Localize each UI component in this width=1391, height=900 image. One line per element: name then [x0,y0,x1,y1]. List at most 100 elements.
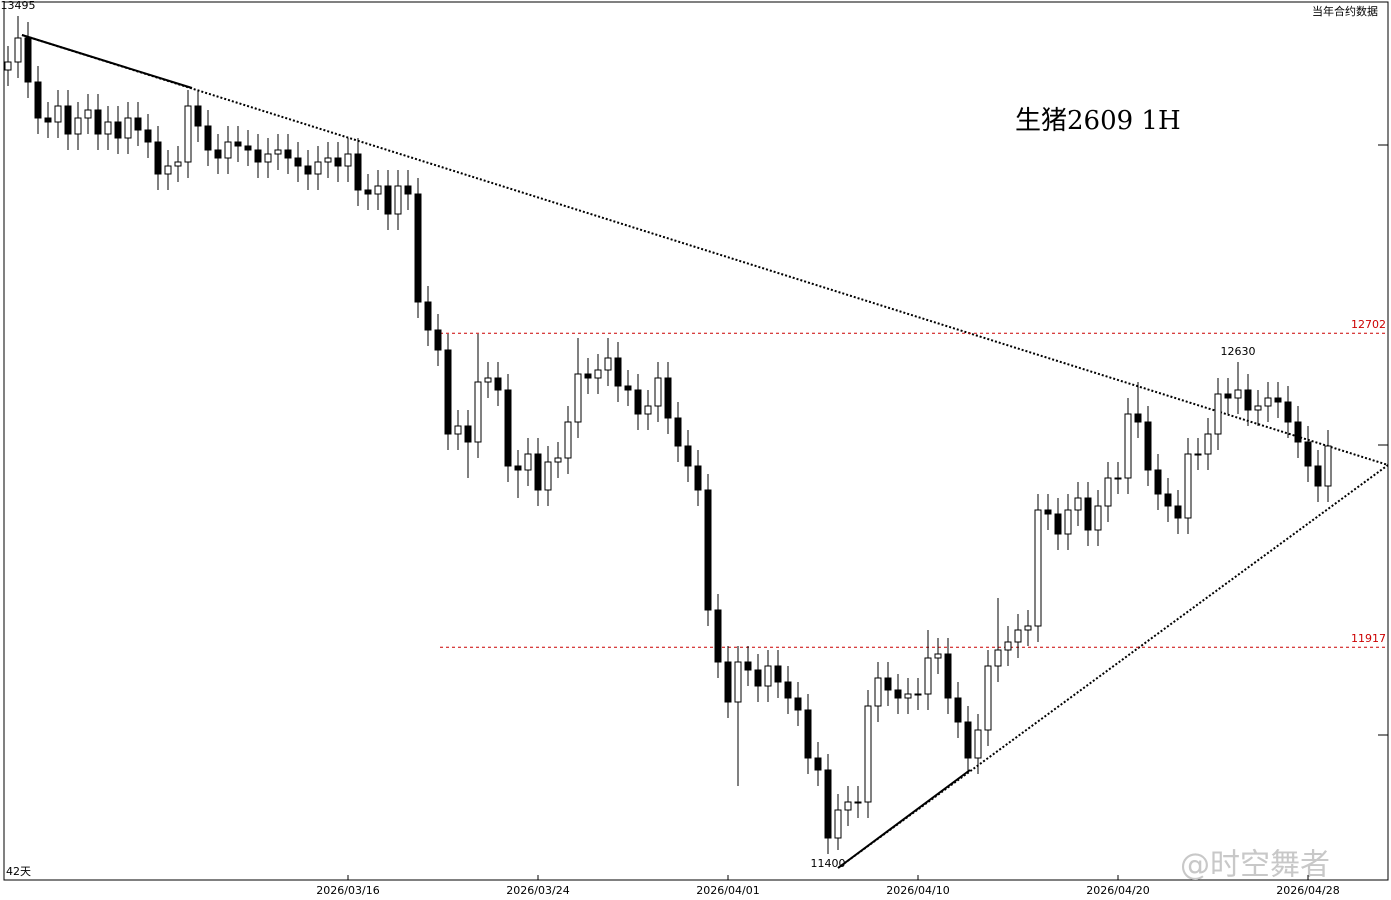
candle-body [854,801,862,804]
candle-body [244,145,252,151]
candle-body [654,377,662,407]
candle-body [384,185,392,215]
candle-body [844,801,852,811]
candle-body [914,693,922,696]
candle-body [1164,493,1172,507]
candle-body [1034,509,1042,627]
candle-body [754,669,762,687]
candle-body [944,653,952,699]
candle-body [634,389,642,415]
candle-body [684,445,692,467]
candle-body [874,677,882,707]
candle-body [704,489,712,611]
candle-body [284,149,292,159]
candle-body [964,721,972,759]
price-annotation: 12630 [1221,345,1256,358]
period-text: 42天 [6,865,31,878]
reference-label: 11917 [1351,632,1386,645]
candle-body [164,165,172,175]
candle-body [574,373,582,423]
reference-label: 12702 [1351,318,1386,331]
candle-body [464,425,472,443]
chart-title: 生猪2609 1H [1015,106,1181,136]
candle-body [1144,421,1152,471]
candle-body [1054,513,1062,535]
candle-body [744,661,752,671]
candle-body [154,141,162,175]
candle-body [774,665,782,683]
price-annotation: 13495 [1,0,36,12]
candle-body [1024,625,1032,631]
candle-body [794,697,802,711]
candle-body [44,117,52,123]
candle-body [1094,505,1102,531]
candle-body [1084,497,1092,531]
candle-body [334,157,342,167]
candle-body [1124,413,1132,479]
candle-body [734,661,742,703]
candle-body [814,757,822,771]
trend-line-lower-solid [837,769,971,869]
candle-body [694,465,702,491]
candle-body [4,61,12,71]
candle-body [234,141,242,147]
candle-body [294,157,302,167]
candle-body [1294,421,1302,443]
candle-body [934,653,942,659]
candle-body [1104,477,1112,507]
candle-body [824,769,832,839]
candle-body [884,677,892,691]
candle-body [94,109,102,135]
candle-body [174,161,182,167]
x-tick-label: 2026/03/24 [506,884,569,897]
candle-body [114,121,122,139]
candle-body [134,117,142,131]
candle-body [444,349,452,435]
candle-body [1304,441,1312,467]
candle-body [564,421,572,459]
trend-line-upper-solid [21,34,193,89]
candle-body [364,189,372,195]
candle-body [214,149,222,159]
candle-body [674,417,682,447]
candle-body [1244,389,1252,411]
candle-body [1214,393,1222,435]
candle-body [804,709,812,759]
candle-body [1234,389,1242,399]
trend-line-upper [21,34,1389,466]
candle-body [414,193,422,303]
candle-body [1264,397,1272,407]
x-tick-label: 2026/03/16 [316,884,379,897]
candle-body [144,129,152,143]
candle-body [54,105,62,123]
candle-body [1194,453,1202,456]
candle-body [184,105,192,163]
candle-body [104,121,112,135]
candle-body [904,693,912,699]
candle-body [1064,509,1072,535]
candle-body [594,369,602,379]
candle-body [1074,497,1082,511]
candle-body [954,697,962,723]
candle-body [254,149,262,163]
candle-body [14,37,22,63]
x-tick-label: 2026/04/01 [696,884,759,897]
candle-body [84,109,92,119]
candle-body [784,681,792,699]
candle-body [644,405,652,415]
candle-body [504,389,512,467]
candle-body [984,665,992,731]
candle-body [1204,433,1212,455]
candle-body [664,377,672,419]
candle-body [424,301,432,331]
candle-body [484,377,492,383]
x-tick-label: 2026/04/20 [1086,884,1149,897]
x-tick-label: 2026/04/28 [1276,884,1339,897]
candle-body [584,373,592,379]
price-annotation: 11400 [811,857,846,870]
candle-body [224,141,232,159]
candle-body [194,105,202,127]
candle-body [624,385,632,391]
candle-body [714,609,722,663]
